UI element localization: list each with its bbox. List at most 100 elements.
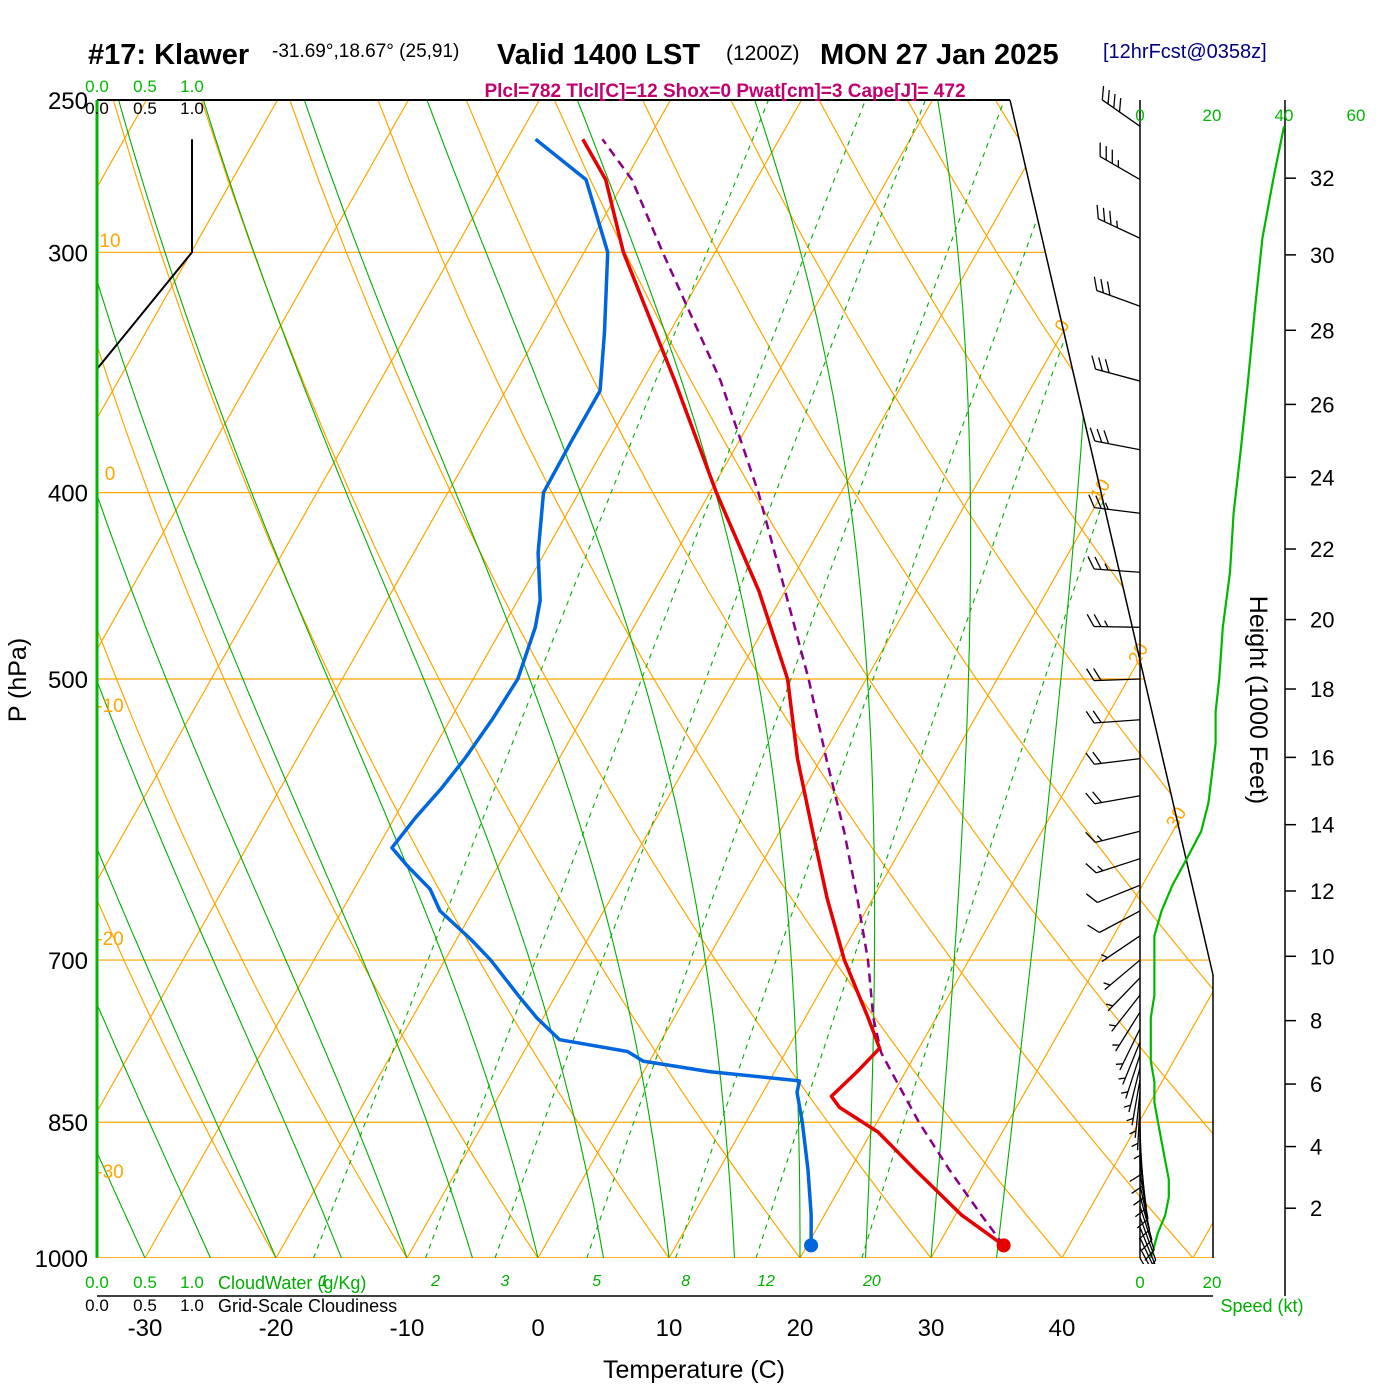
temp-tick-label: 20 [787,1315,814,1342]
height-tick-label: 6 [1310,1072,1322,1097]
wind-barb [1087,910,1141,934]
wind-barb [1136,1173,1149,1229]
dry-adiabat-label: -20 [96,929,123,950]
sounding-profiles [97,137,1005,1258]
pressure-tick-label: 700 [48,948,88,975]
dry-adiabat-label: -30 [96,1162,123,1183]
scale-tick-label: 1.0 [180,1296,204,1315]
temp-tick-label: -30 [128,1315,163,1342]
dry-adiabat-line [201,100,801,1258]
height-tick-label: 8 [1310,1009,1322,1034]
height-tick-label: 32 [1310,166,1334,191]
moist-adiabat-line [97,100,343,1258]
height-tick-label: 26 [1310,392,1334,417]
pressure-tick-label: 250 [48,88,88,115]
wind-barb [1139,1227,1156,1264]
surface-temp-dot [996,1238,1011,1253]
isotherm-line [97,100,540,1258]
wind-barb [1139,1237,1153,1264]
moist-adiabat-line [97,100,212,1258]
valid-date: MON 27 Jan 2025 [820,39,1059,71]
wind-barb [1108,994,1141,1032]
surface-dewpoint-dot [804,1238,819,1253]
mixing-ratio-line [755,100,1150,1258]
wind-barb [1089,427,1141,451]
isotherm-line [97,100,409,1258]
valid-time: Valid 1400 LST [497,39,700,71]
grid-edge-labels: 100-10-20-300102030 [96,231,1191,1183]
mixing-ratio-line [494,100,926,1258]
wind-barb [1101,85,1141,127]
height-tick-label: 20 [1310,608,1334,633]
pressure-tick-label: 1000 [35,1246,88,1273]
height-axis-title: Height (1000 Feet) [1244,596,1272,804]
valid-zulu: (1200Z) [726,42,800,65]
wind-barbs [1085,85,1157,1264]
moist-adiabat-line [97,100,408,1258]
height-tick-label: 18 [1310,677,1334,702]
wind-barb [1133,1116,1141,1163]
pressure-tick-label: 300 [48,240,88,267]
dewpoint-profile-line [390,137,813,1246]
scale-tick-label: 0.0 [85,1273,109,1292]
dry-adiabat-label: -10 [96,696,123,717]
wind-speed-profile [1149,126,1286,1259]
temp-tick-labels: -30 -20 -10 0 10 20 30 40 [128,1315,1076,1342]
cloudwater-scale-title: CloudWater (g/Kg) [218,1273,366,1293]
height-tick-label: 4 [1310,1135,1322,1160]
isotherm-line [1061,100,1213,1258]
temp-tick-label: 10 [656,1315,683,1342]
wind-speed-line [1149,126,1286,1259]
wind-barb [1115,1028,1141,1071]
cloudiness-scale-title: Grid-Scale Cloudiness [218,1296,397,1316]
isotherm-line [275,100,933,1258]
temp-axis-title: Temperature (C) [603,1356,785,1384]
moist-adiabat-line [202,100,605,1258]
pressure-tick-label: 500 [48,667,88,694]
height-tick-label: 2 [1310,1196,1322,1221]
isotherm-line [1192,100,1213,1258]
isotherm-line [930,100,1213,1258]
wind-barb [1139,1195,1153,1251]
wind-barb [1139,1247,1150,1264]
wind-barb [1101,935,1141,963]
mixing-ratio-labels: 1 2 3 5 8 12 20 [319,1273,881,1290]
wind-barb [1138,1184,1151,1240]
mixing-ratio-label: 3 [501,1273,510,1290]
mixing-ratio-label: 5 [592,1273,601,1290]
cloudiness-profile-line [97,139,193,1258]
wind-barb [1091,355,1141,382]
height-tick-label: 30 [1310,243,1334,268]
moist-adiabat-line [576,100,801,1258]
wind-barb [1118,1041,1141,1085]
mixing-ratio-label: 8 [681,1273,690,1290]
wind-barb [1085,791,1141,805]
moist-adiabat-line [995,100,1097,1258]
station-coords: -31.69°,18.67° (25,91) [272,41,459,62]
temp-tick-label: -10 [390,1315,425,1342]
stability-stats-line: Plcl=782 Tlcl[C]=12 Shox=0 Pwat[cm]=3 Ca… [484,81,965,102]
dry-adiabat-line [97,100,408,1258]
scale-tick-label: 0.5 [133,1273,157,1292]
temp-tick-label: -20 [259,1315,294,1342]
speed-axis-ticks: 0 20 40 60 0 20 [1135,106,1365,1292]
wind-barb [1129,1092,1141,1139]
dry-adiabat-label: 10 [99,231,120,252]
dry-adiabat-line [289,100,932,1258]
height-tick-label: 28 [1310,318,1334,343]
generated-chart-layers: 123581220100-10-20-300102030246810121416… [35,77,1366,1342]
height-tick-label: 22 [1310,537,1334,562]
speed-tick-label: 0 [1135,1273,1144,1292]
isotherm-line [144,100,802,1258]
pressure-tick-labels: 250 300 400 500 700 850 1000 [35,88,88,1273]
moist-adiabat-line [97,100,277,1258]
speed-tick-label: 0 [1135,106,1144,125]
mixing-ratio-label: 2 [430,1273,440,1290]
mixing-ratio-label: 20 [862,1273,881,1290]
wind-barb [1085,830,1141,844]
scale-rows: 0.0 0.5 1.0 0.0 0.5 1.0 0.0 0.5 1.0 0.0 0.5 1.0 [85,77,204,1315]
pressure-tick-label: 850 [48,1110,88,1137]
scale-tick-label: 0.0 [85,77,109,96]
scale-tick-label: 1.0 [180,77,204,96]
